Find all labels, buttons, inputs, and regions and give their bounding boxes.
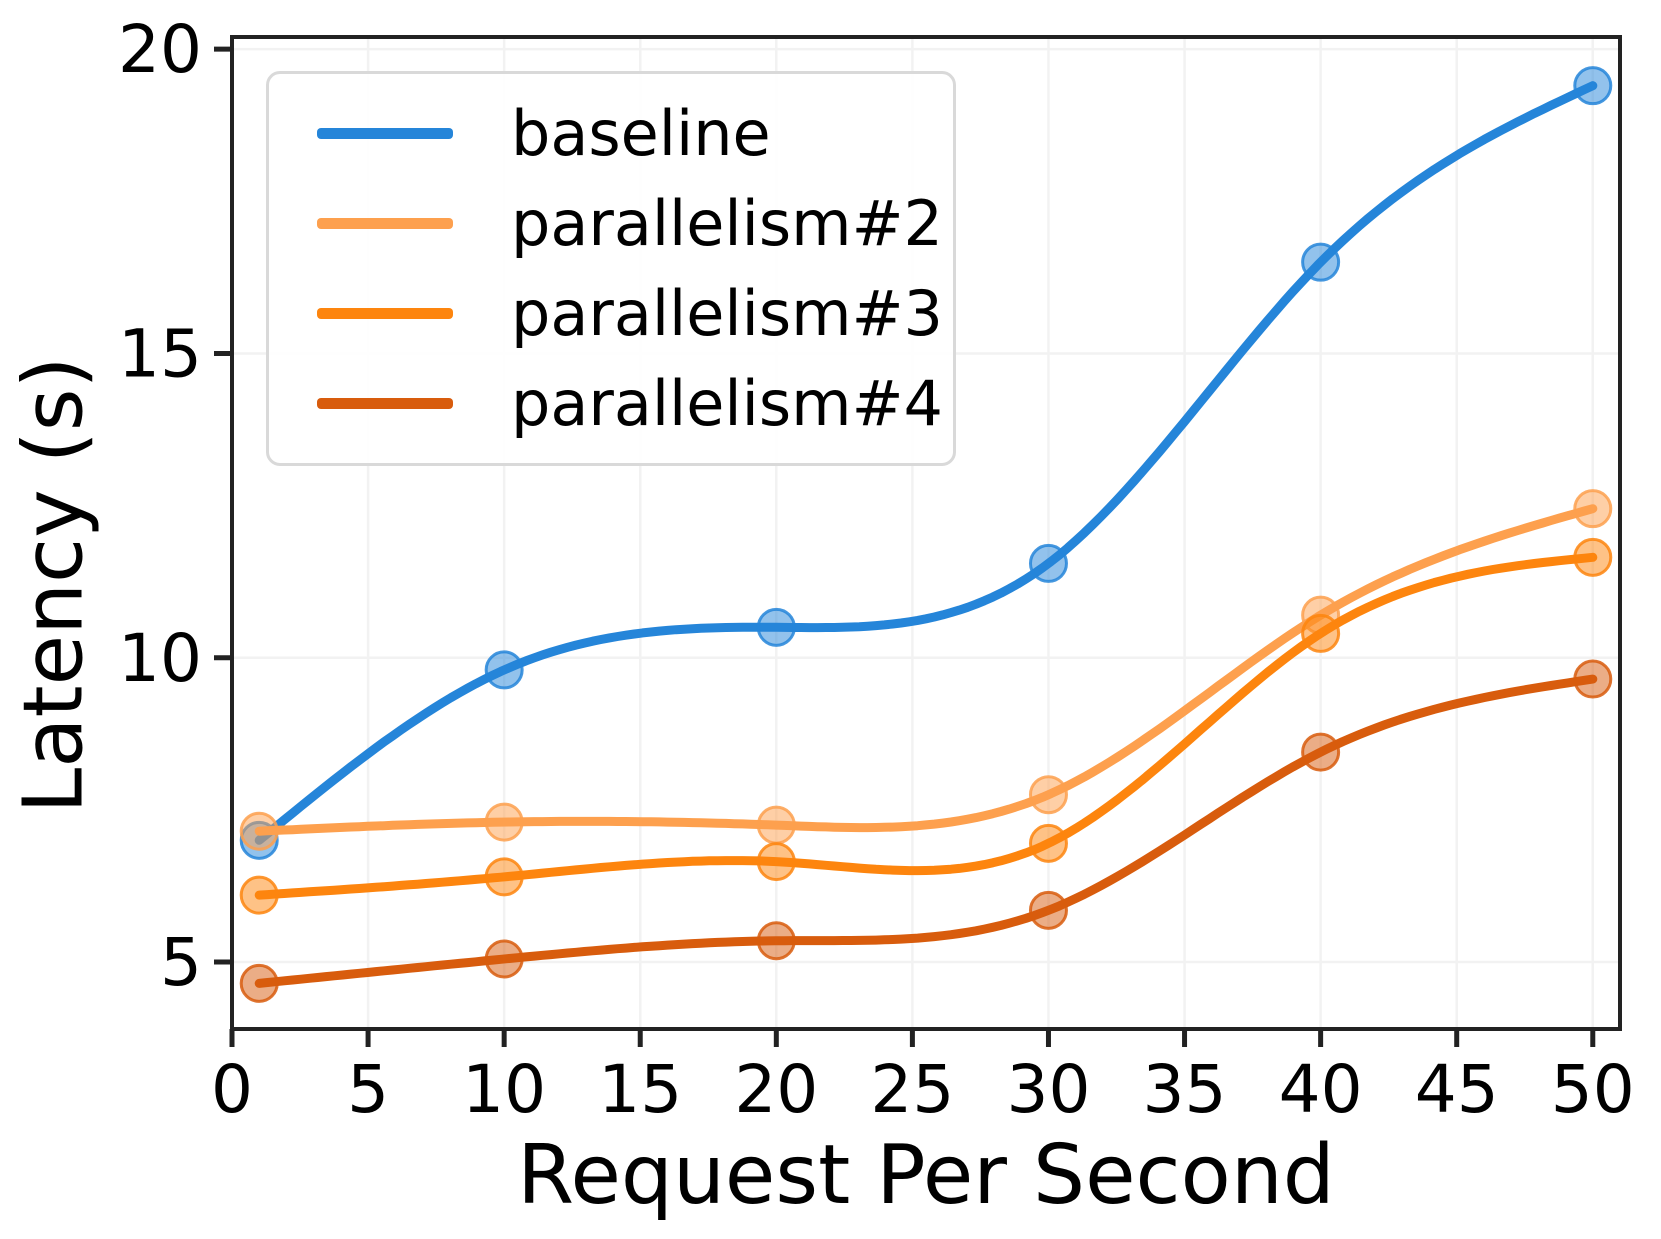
- legend-item-parallelism2: parallelism#2: [269, 187, 953, 260]
- data-point-parallelism#4: [1028, 890, 1068, 930]
- x-tick-label: 20: [734, 1051, 818, 1128]
- y-tick-label: 10: [118, 620, 202, 697]
- data-point-parallelism#3: [756, 842, 796, 882]
- series-line-parallelism#2: [254, 504, 1598, 836]
- x-tick-label: 30: [1006, 1051, 1090, 1128]
- data-point-parallelism#3: [239, 875, 279, 915]
- data-point-baseline: [1028, 543, 1068, 583]
- legend-swatch-parallelism3: [317, 308, 453, 320]
- data-point-parallelism#4: [1573, 659, 1613, 699]
- data-point-parallelism#4: [239, 963, 279, 1003]
- data-point-parallelism#2: [1573, 489, 1613, 529]
- data-point-parallelism#4: [484, 939, 524, 979]
- data-point-baseline: [484, 650, 524, 690]
- x-tick-label: 45: [1415, 1051, 1499, 1128]
- x-tick-label: 5: [347, 1051, 389, 1128]
- data-point-parallelism#3: [1573, 537, 1613, 577]
- x-tick-label: 40: [1279, 1051, 1363, 1128]
- x-tick-label: 25: [870, 1051, 954, 1128]
- data-point-parallelism#4: [1301, 732, 1341, 772]
- legend-item-parallelism3: parallelism#3: [269, 277, 953, 350]
- y-axis-label: Latency (s): [6, 356, 102, 814]
- x-axis-label: Request Per Second: [517, 1128, 1335, 1223]
- legend-swatch-parallelism4: [317, 398, 453, 410]
- legend-label-baseline: baseline: [511, 96, 771, 170]
- legend-label-parallelism4: parallelism#4: [511, 367, 943, 441]
- x-tick-label: 15: [598, 1051, 682, 1128]
- legend-item-parallelism4: parallelism#4: [269, 367, 953, 440]
- data-point-parallelism#3: [1301, 613, 1341, 653]
- data-point-parallelism#4: [756, 921, 796, 961]
- data-point-parallelism#2: [756, 805, 796, 845]
- series-line-parallelism#4: [254, 674, 1598, 988]
- x-tick-label: 10: [462, 1051, 546, 1128]
- x-tick-label: 50: [1551, 1051, 1635, 1128]
- legend-label-parallelism2: parallelism#2: [511, 186, 943, 260]
- series-line-parallelism#3: [254, 552, 1598, 900]
- data-point-baseline: [1301, 242, 1341, 282]
- data-point-parallelism#2: [484, 802, 524, 842]
- data-point-parallelism#2: [1028, 775, 1068, 815]
- legend-item-baseline: baseline: [269, 97, 953, 170]
- y-tick-label: 15: [118, 315, 202, 392]
- legend: baseline parallelism#2 parallelism#3 par…: [266, 71, 956, 466]
- data-point-parallelism#3: [484, 857, 524, 897]
- y-tick-label: 5: [160, 924, 202, 1001]
- x-tick-label: 35: [1143, 1051, 1227, 1128]
- data-point-parallelism#3: [1028, 823, 1068, 863]
- y-tick-label: 20: [118, 11, 202, 88]
- legend-swatch-baseline: [317, 127, 453, 139]
- legend-swatch-parallelism2: [317, 217, 453, 229]
- x-tick-label: 0: [211, 1051, 253, 1128]
- plot-spines: [230, 35, 1622, 1031]
- data-point-baseline: [756, 607, 796, 647]
- data-point-baseline: [1573, 66, 1613, 106]
- data-point-parallelism#2: [239, 811, 279, 851]
- series-line-baseline: [254, 81, 1598, 845]
- legend-label-parallelism3: parallelism#3: [511, 277, 943, 351]
